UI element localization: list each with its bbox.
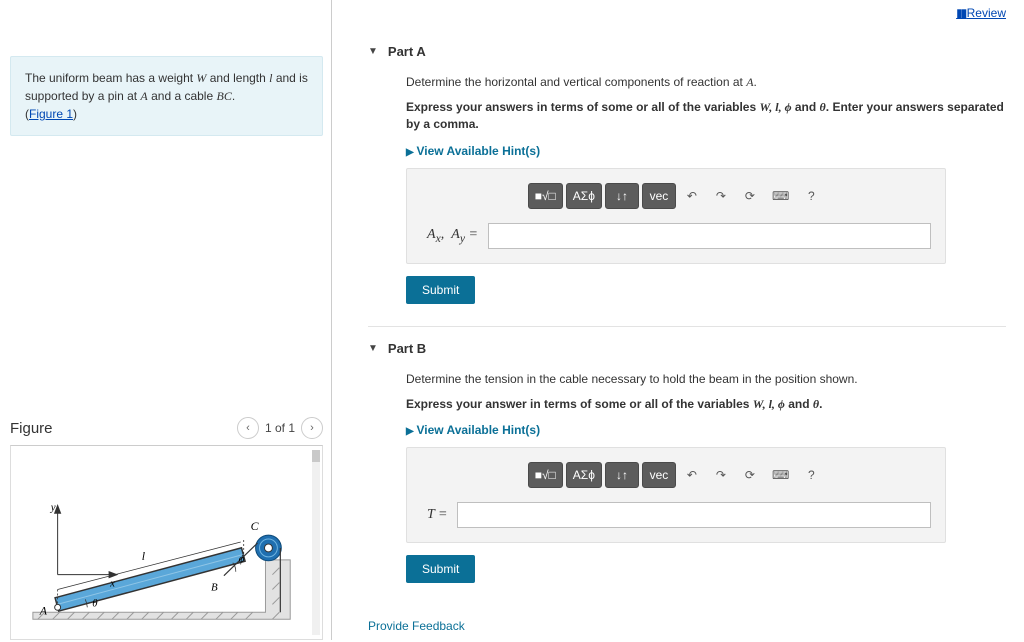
part-a-instructions: Express your answers in terms of some or… [406, 99, 1006, 134]
reset-button[interactable]: ⟳ [737, 183, 763, 209]
collapse-toggle-icon[interactable]: ▼ [368, 343, 378, 354]
template-button[interactable]: ■√□ [528, 183, 563, 209]
keyboard-button[interactable]: ⌨ [766, 462, 795, 488]
template-button[interactable]: ■√□ [528, 462, 563, 488]
figure-pager-text: 1 of 1 [265, 421, 295, 435]
part-a-answer-label: Ax, Ay = [427, 227, 478, 245]
help-button[interactable]: ? [798, 462, 824, 488]
part-b-hints-toggle[interactable]: View Available Hint(s) [406, 423, 1006, 437]
greek-button[interactable]: ΑΣϕ [566, 183, 602, 209]
greek-button[interactable]: ΑΣϕ [566, 462, 602, 488]
part-a-answer-input[interactable] [488, 223, 931, 249]
vector-button[interactable]: vec [642, 462, 676, 488]
svg-text:B: B [211, 582, 218, 594]
equation-toolbar: ■√□ ΑΣϕ ↓↑ vec ↶ ↷ ⟳ ⌨ ? [421, 462, 931, 488]
figure-pager: ‹ 1 of 1 › [237, 417, 323, 439]
help-button[interactable]: ? [798, 183, 824, 209]
figure-link[interactable]: Figure 1 [29, 107, 73, 121]
beam-diagram: y x l A B C ϕ θ [11, 446, 322, 639]
svg-text:l: l [142, 549, 146, 563]
reset-button[interactable]: ⟳ [737, 462, 763, 488]
keyboard-button[interactable]: ⌨ [766, 183, 795, 209]
equation-toolbar: ■√□ ΑΣϕ ↓↑ vec ↶ ↷ ⟳ ⌨ ? [421, 183, 931, 209]
part-b-answer-input[interactable] [457, 502, 931, 528]
part-b-submit-button[interactable]: Submit [406, 555, 475, 583]
undo-button[interactable]: ↶ [679, 183, 705, 209]
part-b-answer-box: ■√□ ΑΣϕ ↓↑ vec ↶ ↷ ⟳ ⌨ ? T = [406, 447, 946, 543]
svg-text:θ: θ [92, 597, 98, 609]
var-W: W [196, 71, 206, 85]
figure-viewport: y x l A B C ϕ θ [10, 445, 323, 640]
svg-text:ϕ: ϕ [239, 553, 245, 565]
undo-button[interactable]: ↶ [679, 462, 705, 488]
svg-text:x: x [109, 578, 115, 590]
part-a-hints-toggle[interactable]: View Available Hint(s) [406, 144, 1006, 158]
var-A: A [140, 89, 147, 103]
part-a: ▼ Part A Determine the horizontal and ve… [368, 30, 1006, 327]
figure-next-button[interactable]: › [301, 417, 323, 439]
part-b-instructions: Express your answer in terms of some or … [406, 396, 1006, 413]
part-b-prompt: Determine the tension in the cable neces… [406, 370, 1006, 388]
vector-button[interactable]: vec [642, 183, 676, 209]
redo-button[interactable]: ↷ [708, 183, 734, 209]
part-a-title: Part A [388, 44, 426, 59]
subscript-button[interactable]: ↓↑ [605, 462, 639, 488]
var-BC: BC [216, 89, 231, 103]
svg-text:A: A [39, 603, 48, 617]
figure-prev-button[interactable]: ‹ [237, 417, 259, 439]
svg-text:y: y [50, 501, 56, 513]
part-b: ▼ Part B Determine the tension in the ca… [368, 327, 1006, 605]
svg-text:C: C [251, 519, 260, 533]
part-a-answer-box: ■√□ ΑΣϕ ↓↑ vec ↶ ↷ ⟳ ⌨ ? Ax, Ay = [406, 168, 946, 264]
part-a-prompt: Determine the horizontal and vertical co… [406, 73, 1006, 91]
figure-title: Figure [10, 420, 53, 437]
problem-statement: The uniform beam has a weight W and leng… [10, 56, 323, 136]
problem-text: The uniform beam has a weight [25, 71, 196, 85]
part-b-answer-label: T = [427, 507, 447, 523]
subscript-button[interactable]: ↓↑ [605, 183, 639, 209]
part-a-submit-button[interactable]: Submit [406, 276, 475, 304]
provide-feedback-link[interactable]: Provide Feedback [368, 619, 465, 633]
redo-button[interactable]: ↷ [708, 462, 734, 488]
collapse-toggle-icon[interactable]: ▼ [368, 46, 378, 57]
part-b-title: Part B [388, 341, 426, 356]
figure-scrollbar[interactable] [312, 450, 320, 635]
